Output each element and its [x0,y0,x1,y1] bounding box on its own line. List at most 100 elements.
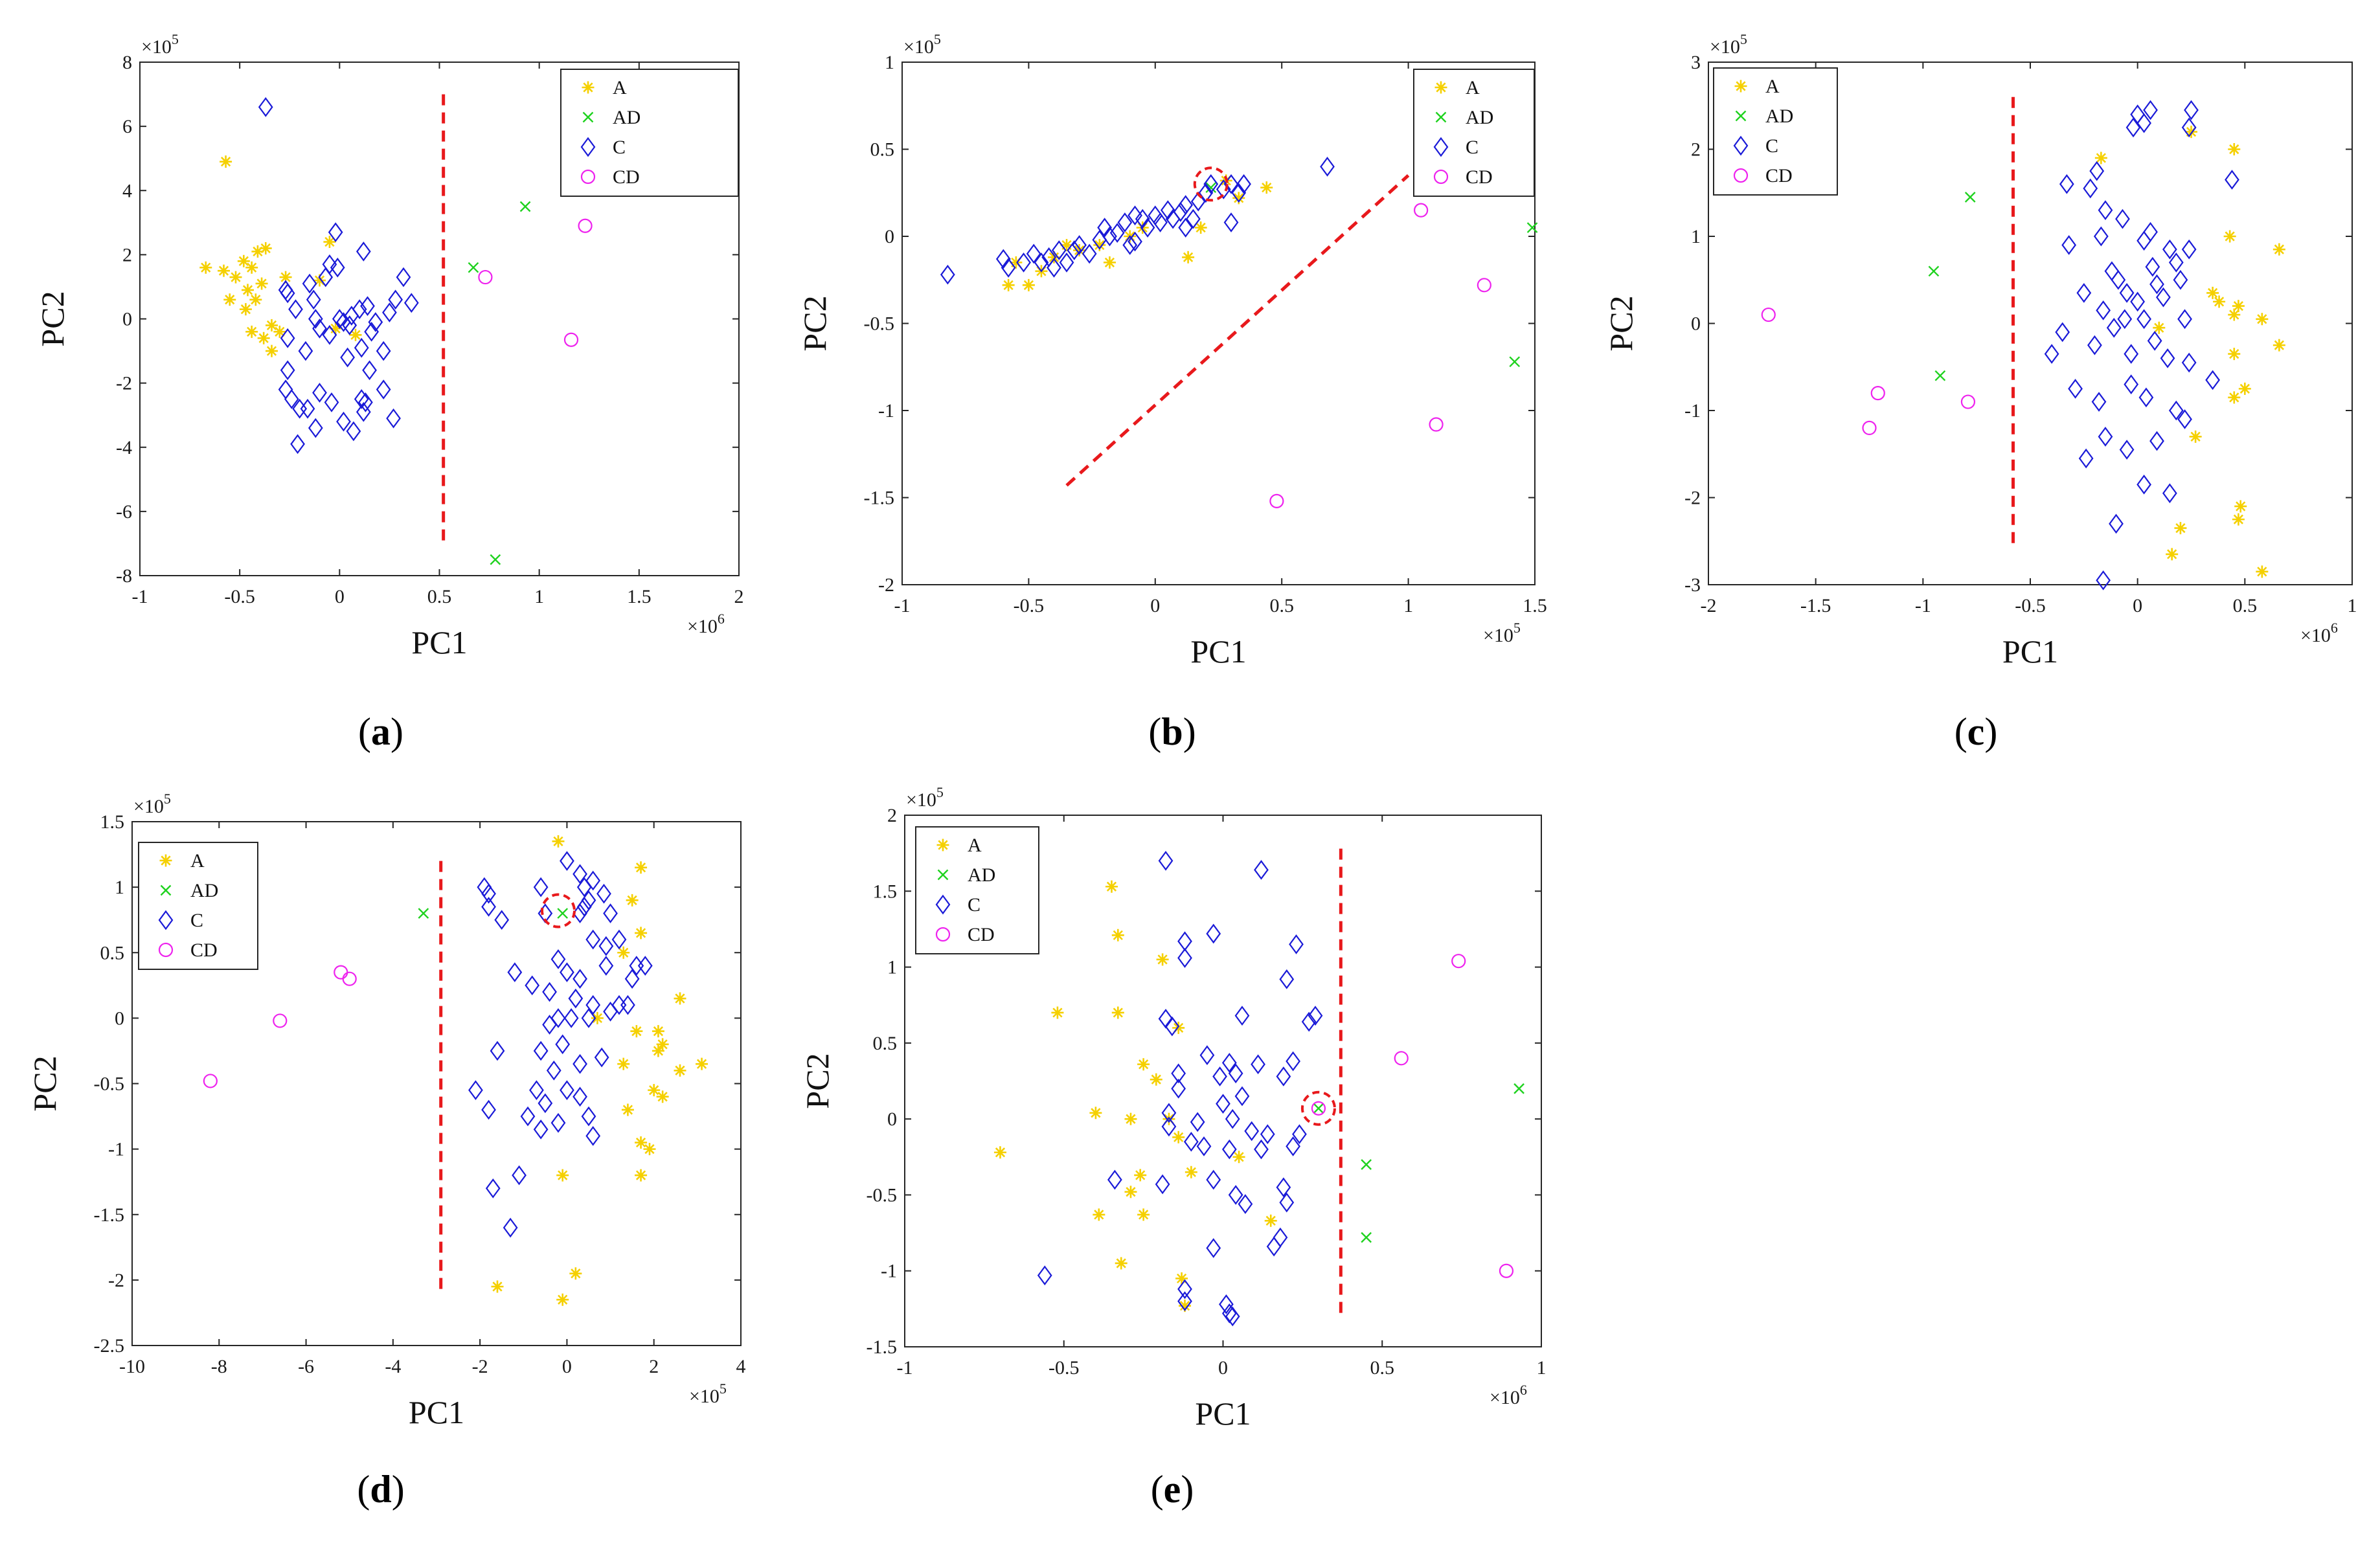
point-A [1150,1073,1162,1086]
x-tick-label: 0.5 [427,586,452,607]
point-A [656,1038,669,1051]
point-C [542,982,557,1002]
point-C [1178,195,1194,215]
highlight-circle [541,893,576,929]
point-C [2184,100,2199,120]
point-C [344,306,359,326]
point-C [2225,170,2239,190]
point-C [585,1126,601,1146]
point-C [596,883,611,904]
series-A [993,880,1277,1312]
point-A [643,1143,656,1156]
point-A [1179,1300,1192,1312]
point-C [1238,1194,1253,1214]
point-CD [1269,493,1284,508]
point-C [1161,1116,1177,1137]
point-C [2149,431,2164,451]
point-C [1034,253,1049,273]
point-C [1254,860,1269,880]
point-A [245,325,258,338]
point-C [1276,1066,1291,1087]
point-C [1183,1131,1199,1152]
x-axis-label: PC1 [1190,633,1246,670]
point-A [329,322,342,335]
legend-box [138,842,258,970]
point-C [1186,208,1201,229]
point-C [1155,1174,1170,1195]
y-exponent: ×105 [141,31,179,58]
legend: A AD C CD [560,69,739,197]
legend-label-A: A [613,77,627,98]
point-C [1072,235,1087,255]
point-C [362,360,377,381]
point-A [1111,1006,1124,1019]
legend-marker-A [159,854,172,867]
point-C [2119,440,2135,460]
y-tick-label: 0 [122,309,132,330]
x-tick-label: 1 [1537,1357,1547,1379]
legend-marker-AD [582,111,594,123]
point-A [2232,513,2245,526]
y-tick-label: 1 [885,52,894,73]
point-C [332,309,347,329]
legend-label-AD: AD [1466,107,1493,128]
point-C [2098,200,2113,220]
y-tick-label: -0.5 [867,1184,898,1206]
point-C [594,1047,609,1068]
point-C [1221,1139,1237,1160]
point-C [1047,258,1061,278]
point-C [2119,283,2135,303]
x-axis-label: PC1 [411,624,467,660]
point-C [2149,274,2164,295]
point-C [388,289,403,310]
point-C [2156,287,2171,308]
point-A [1073,244,1086,257]
point-C [358,392,373,412]
point-A [1115,1257,1128,1270]
point-C [2076,283,2092,303]
point-A [2256,313,2269,326]
x-tick-label: 1 [534,586,544,607]
panel-e: -1 -0.5 0 0.5 1-1.5-1-0.500.511.52×105×106PC… [799,784,1547,1511]
point-C [560,851,574,872]
point-A [249,293,262,306]
point-CD [1451,954,1466,969]
point-C [572,864,587,884]
point-CD [1960,394,1976,409]
legend-marker-AD [1735,110,1747,122]
point-C [352,299,367,319]
point-C [581,1106,596,1127]
point-C [620,995,635,1015]
y-tick-label: 0 [885,226,894,247]
point-C [2044,344,2059,364]
point-A [1089,1107,1102,1120]
point-C [585,929,601,950]
point-C [560,1080,574,1100]
point-AD [1313,1103,1324,1114]
y-tick-label: 3 [1691,52,1701,73]
point-A [2272,339,2285,352]
point-A [1260,181,1273,194]
point-C [1286,1136,1300,1156]
point-C [2173,269,2188,290]
legend-label-C: C [613,137,626,158]
point-A [1184,1166,1197,1178]
point-C [2136,474,2151,495]
point-C [2096,300,2111,321]
point-C [940,264,955,285]
point-C [624,969,640,989]
y-exponent: ×105 [1710,31,1747,58]
point-C [1177,1291,1192,1311]
point-C [581,1008,596,1028]
x-tick-label: 0 [2133,595,2142,616]
point-C [533,1041,549,1061]
point-A [323,236,336,249]
point-A [1175,1272,1188,1285]
point-C [288,299,303,319]
point-C [1244,1121,1260,1142]
point-C [2061,235,2077,255]
point-C [1236,174,1251,194]
x-axis-label: PC1 [1195,1395,1251,1432]
point-A [626,894,639,907]
point-A [2232,300,2245,313]
